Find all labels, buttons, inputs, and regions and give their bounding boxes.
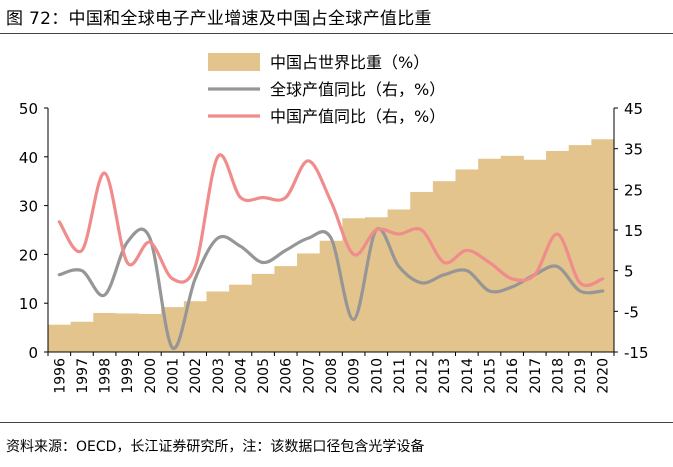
bar-2007 <box>297 253 321 352</box>
x-tick-label: 1997 <box>75 358 91 394</box>
left-tick-label: 40 <box>19 149 38 167</box>
right-tick-label: 15 <box>624 222 643 240</box>
bar-2012 <box>410 191 434 352</box>
legend-label: 中国占世界比重（%） <box>270 53 429 72</box>
x-tick-label: 2010 <box>369 358 385 394</box>
x-tick-label: 2001 <box>166 358 182 394</box>
bar-2020 <box>591 139 615 352</box>
right-tick-label: -15 <box>624 344 649 362</box>
x-tick-label: 1998 <box>98 358 114 394</box>
legend-swatch-share <box>208 53 260 71</box>
legend-label: 全球产值同比（右，%） <box>270 80 445 99</box>
x-tick-label: 2017 <box>528 358 544 394</box>
x-tick-label: 2019 <box>573 358 589 394</box>
x-tick-label: 2008 <box>324 358 340 394</box>
x-tick-label: 2016 <box>505 358 521 394</box>
legend: 中国占世界比重（%） 全球产值同比（右，%） 中国产值同比（右，%） <box>208 53 445 126</box>
footer-divider <box>0 422 673 423</box>
left-tick-label: 10 <box>19 295 38 313</box>
right-tick-label: -5 <box>624 303 639 321</box>
bar-2017 <box>523 159 547 352</box>
bar-1996 <box>48 324 72 352</box>
bar-series <box>48 139 615 352</box>
x-tick-label: 2011 <box>392 358 408 394</box>
bar-2019 <box>568 145 592 352</box>
right-tick-label: 25 <box>624 181 643 199</box>
x-tick-label: 2003 <box>211 358 227 394</box>
bar-2018 <box>546 150 570 352</box>
bar-2002 <box>183 301 207 352</box>
x-tick-label: 2012 <box>415 358 431 394</box>
x-tick-label: 2007 <box>301 358 317 394</box>
bar-2011 <box>387 209 411 352</box>
x-tick-label: 2014 <box>460 358 476 394</box>
bar-1999 <box>115 313 139 352</box>
bar-2016 <box>500 155 524 352</box>
source-note: 资料来源：OECD，长江证券研究所，注：该数据口径包含光学设备 <box>6 439 425 455</box>
left-tick-label: 20 <box>19 246 38 264</box>
bar-2000 <box>138 313 162 352</box>
china-growth-line <box>57 153 605 288</box>
x-tick-label: 2013 <box>437 358 453 394</box>
left-tick-label: 0 <box>28 344 38 362</box>
bar-2005 <box>251 273 275 352</box>
x-tick-label: 2004 <box>233 358 249 394</box>
bar-1998 <box>93 312 117 352</box>
bar-2015 <box>478 158 502 352</box>
line-series <box>57 153 605 350</box>
x-tick-label: 2015 <box>482 358 498 394</box>
left-tick-label: 30 <box>19 198 38 216</box>
x-tick-label: 2020 <box>596 358 612 394</box>
x-tick-label: 2000 <box>143 358 159 394</box>
bar-2014 <box>455 169 479 352</box>
left-tick-label: 50 <box>19 100 38 118</box>
bar-2003 <box>206 291 230 352</box>
right-tick-label: 5 <box>624 263 634 281</box>
bar-2013 <box>432 181 456 352</box>
bar-2008 <box>319 240 343 352</box>
bar-2006 <box>274 266 298 352</box>
x-tick-label: 2002 <box>188 358 204 394</box>
x-tick-label: 2005 <box>256 358 272 394</box>
x-tick-label: 2006 <box>279 358 295 394</box>
right-tick-label: 35 <box>624 141 643 159</box>
right-tick-label: 45 <box>624 100 643 118</box>
title-divider <box>0 33 673 34</box>
bar-1997 <box>70 321 94 352</box>
legend-label: 中国产值同比（右，%） <box>270 107 445 126</box>
bar-2004 <box>229 284 253 352</box>
x-tick-label: 1999 <box>120 358 136 394</box>
axes: 0 10 20 30 40 50 -15 -5 5 15 25 35 45 1996 1997 1998 199… <box>19 100 649 394</box>
x-tick-label: 2018 <box>550 358 566 394</box>
chart-title: 图 72：中国和全球电子产业增速及中国占全球产值比重 <box>6 9 432 29</box>
x-tick-label: 1996 <box>52 358 68 394</box>
x-tick-label: 2009 <box>347 358 363 394</box>
